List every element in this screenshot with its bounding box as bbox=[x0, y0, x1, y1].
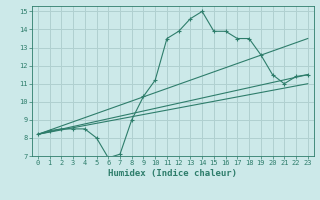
X-axis label: Humidex (Indice chaleur): Humidex (Indice chaleur) bbox=[108, 169, 237, 178]
